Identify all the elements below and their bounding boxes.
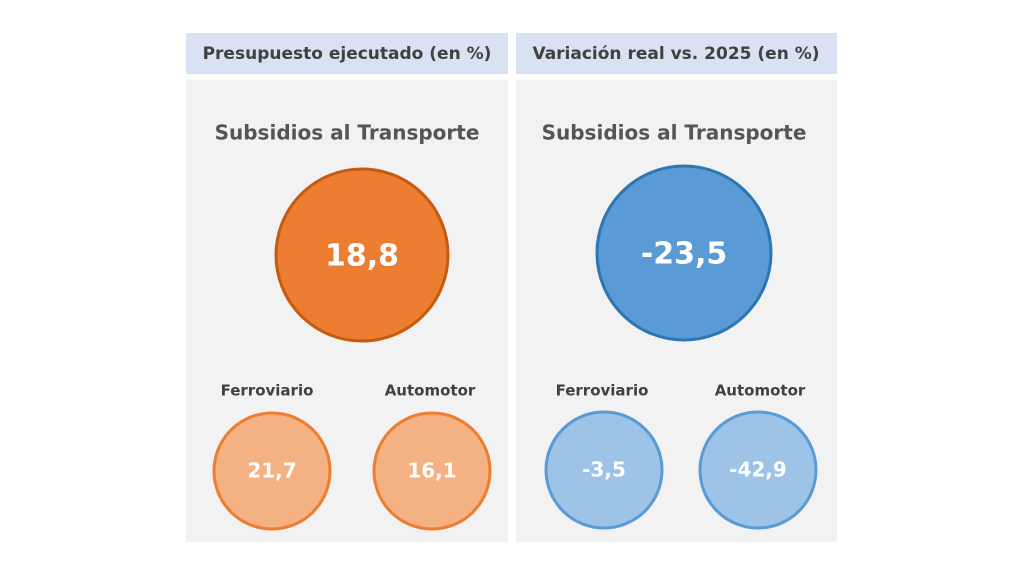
- item-value: 16,1: [407, 459, 456, 483]
- item-value: -42,9: [729, 458, 787, 482]
- item-circle: [372, 411, 492, 531]
- main-value: 18,8: [325, 239, 399, 274]
- panel-header: Variación real vs. 2025 (en %): [532, 44, 819, 64]
- item-label: Automotor: [715, 382, 806, 400]
- main-circle: [274, 167, 450, 343]
- panel-title: Subsidios al Transporte: [215, 121, 480, 145]
- main-value: -23,5: [641, 237, 727, 272]
- item-label: Automotor: [385, 382, 476, 400]
- item-value: 21,7: [247, 459, 296, 483]
- item-circle: [212, 411, 332, 531]
- main-circle: [595, 164, 773, 342]
- panel: Presupuesto ejecutado (en %) Subsidios a…: [186, 33, 508, 542]
- panel-header: Presupuesto ejecutado (en %): [203, 44, 492, 64]
- panel: Variación real vs. 2025 (en %) Subsidios…: [516, 33, 837, 542]
- item-label: Ferroviario: [556, 382, 649, 400]
- panel-header-bg: [186, 33, 508, 74]
- item-circle: [698, 410, 818, 530]
- item-value: -3,5: [582, 458, 626, 482]
- panel-header-bg: [516, 33, 837, 74]
- item-circle: [544, 410, 664, 530]
- item-label: Ferroviario: [221, 382, 314, 400]
- panel-title: Subsidios al Transporte: [542, 121, 807, 145]
